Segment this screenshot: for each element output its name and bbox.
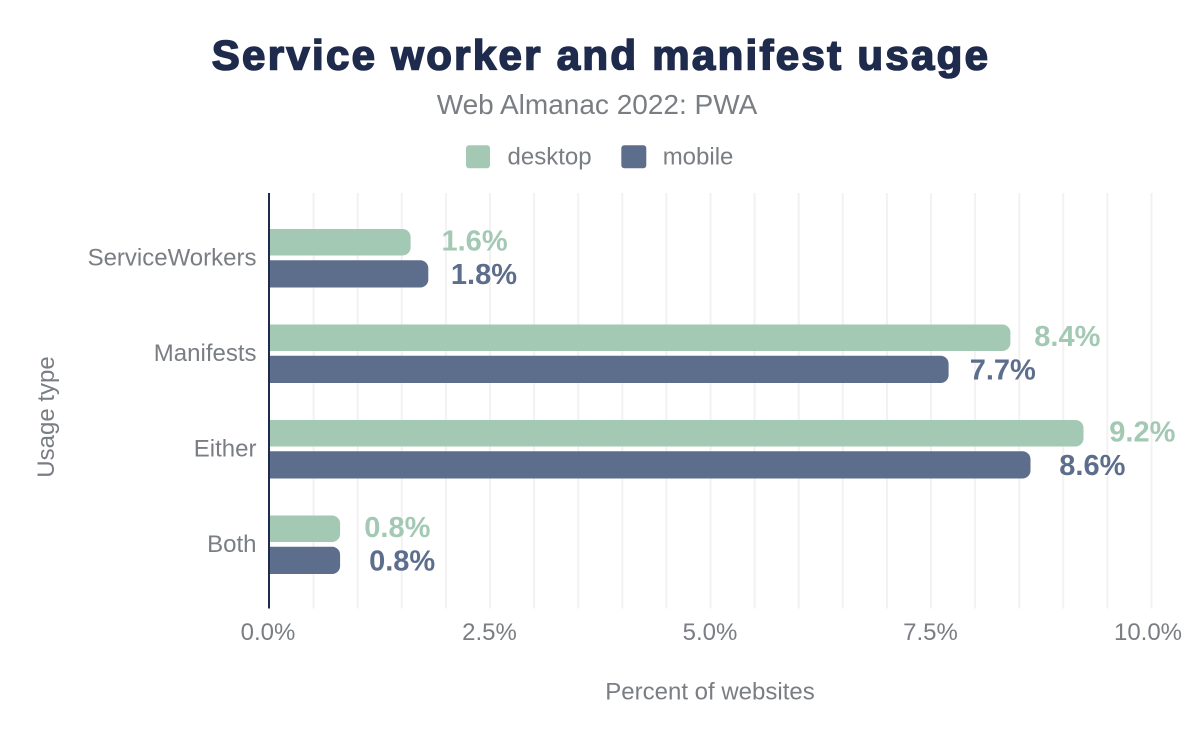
svg-text:5.0%: 5.0%: [683, 619, 738, 646]
svg-text:Either: Either: [194, 435, 257, 462]
svg-text:0.8%: 0.8%: [364, 512, 430, 544]
svg-text:Service worker and manifest us: Service worker and manifest usage: [212, 32, 991, 79]
svg-text:8.4%: 8.4%: [1034, 321, 1100, 353]
svg-text:Percent of websites: Percent of websites: [605, 678, 814, 705]
svg-text:10.0%: 10.0%: [1114, 619, 1182, 646]
svg-text:7.5%: 7.5%: [903, 619, 958, 646]
svg-text:Both: Both: [207, 531, 256, 558]
svg-text:9.2%: 9.2%: [1109, 416, 1175, 448]
svg-text:1.6%: 1.6%: [442, 225, 508, 257]
svg-text:ServiceWorkers: ServiceWorkers: [88, 244, 257, 271]
svg-text:1.8%: 1.8%: [451, 259, 517, 291]
svg-text:mobile: mobile: [663, 144, 734, 171]
svg-text:Manifests: Manifests: [154, 340, 257, 367]
svg-text:0.8%: 0.8%: [369, 545, 435, 577]
svg-text:7.7%: 7.7%: [970, 354, 1036, 386]
svg-text:Web Almanac 2022: PWA: Web Almanac 2022: PWA: [437, 89, 758, 120]
svg-text:desktop: desktop: [508, 144, 592, 171]
svg-text:8.6%: 8.6%: [1059, 450, 1125, 482]
svg-text:2.5%: 2.5%: [462, 619, 517, 646]
svg-text:0.0%: 0.0%: [241, 619, 296, 646]
svg-text:Usage type: Usage type: [33, 356, 60, 477]
